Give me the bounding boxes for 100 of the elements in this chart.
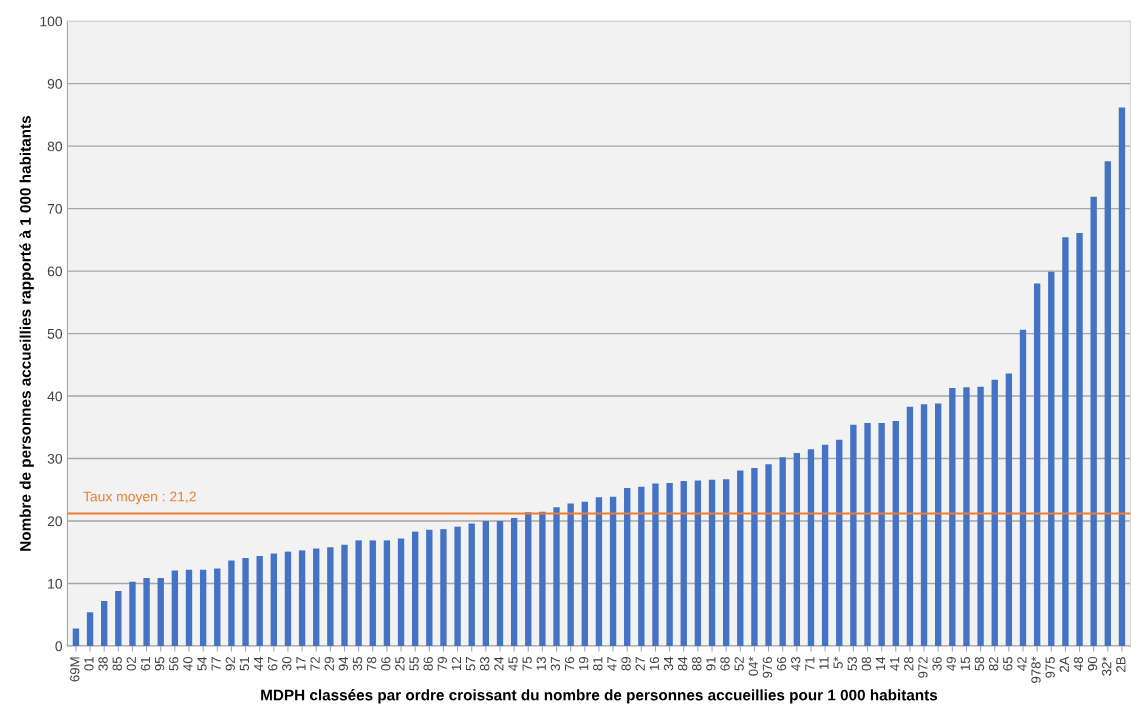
bar: [694, 480, 702, 646]
bar: [1090, 196, 1097, 646]
bar: [1019, 329, 1027, 646]
x-tick-label: 65: [1003, 656, 1013, 671]
x-tick-label: 47: [607, 657, 617, 671]
bar: [821, 444, 829, 646]
bar: [313, 548, 320, 646]
x-tick-label: 76: [564, 656, 575, 671]
bar: [426, 529, 433, 646]
x-tick-label: 44: [254, 656, 264, 671]
bar: [680, 481, 687, 646]
x-tick-label: 90: [1087, 656, 1098, 671]
bar: [185, 569, 193, 646]
bar: [609, 496, 617, 646]
y-tick-label: 0: [55, 641, 63, 652]
bar: [327, 547, 334, 646]
bar: [793, 452, 801, 646]
x-tick-label: 08: [861, 656, 872, 671]
y-tick-label: 20: [47, 516, 63, 527]
bar: [553, 507, 560, 646]
x-tick-label: 25: [395, 656, 405, 671]
x-tick-label: 95: [154, 656, 165, 671]
bar: [595, 497, 603, 646]
bar: [397, 538, 405, 646]
y-tick-label: 100: [40, 16, 63, 27]
x-tick-label: 5*: [833, 656, 843, 669]
x-tick-label: 67: [268, 657, 278, 671]
bar: [1076, 232, 1083, 646]
bar: [892, 421, 899, 646]
bar: [737, 470, 744, 646]
bar: [383, 540, 391, 646]
x-tick-label: 89: [621, 657, 631, 671]
x-tick-label: 45: [508, 656, 518, 671]
bar: [1104, 161, 1111, 646]
x-tick-label: 94: [338, 656, 349, 671]
bar: [977, 386, 984, 646]
x-axis-title: MDPH classées par ordre croissant du nombre de personnes accueillies pour 1 000 habitants: [261, 689, 938, 704]
x-tick-label: 976: [762, 656, 773, 678]
bar: [199, 569, 207, 646]
bar: [214, 568, 221, 646]
bar: [171, 570, 179, 646]
x-tick-label: 72: [310, 657, 320, 671]
bar: [1048, 271, 1055, 646]
x-tick-label: 36: [932, 656, 942, 671]
bar: [624, 487, 631, 646]
x-tick-label: 51: [239, 657, 250, 671]
x-tick-label: 56: [169, 656, 179, 671]
bar: [638, 486, 645, 646]
x-tick-label: 972: [918, 657, 928, 678]
x-tick-label: 55: [409, 656, 419, 671]
x-tick-label: 41: [890, 657, 900, 671]
y-tick-label: 50: [47, 328, 63, 339]
x-tick-label: 86: [423, 656, 433, 671]
x-tick-label: 12: [451, 657, 461, 671]
bar: [751, 467, 758, 646]
x-tick-label: 71: [805, 657, 815, 671]
x-tick-label: 43: [791, 656, 801, 671]
y-tick-label: 70: [47, 203, 63, 214]
x-tick-label: 83: [480, 656, 490, 671]
bar: [242, 557, 249, 646]
bar: [779, 457, 786, 646]
x-tick-label: 35: [352, 656, 363, 671]
x-tick-label: 84: [677, 656, 688, 671]
x-tick-label: 69M: [70, 657, 80, 682]
x-tick-label: 58: [974, 656, 985, 671]
x-tick-label: 57: [466, 657, 476, 671]
bar: [496, 521, 504, 646]
bar: [454, 526, 461, 646]
x-tick-label: 66: [776, 656, 787, 671]
x-tick-label: 29: [324, 657, 334, 671]
x-tick-label: 49: [946, 657, 956, 671]
bar: [143, 577, 150, 646]
x-tick-label: 19: [579, 657, 589, 671]
bar: [991, 379, 998, 646]
bar: [440, 529, 447, 646]
x-tick-label: 06: [381, 656, 391, 671]
y-tick-label: 90: [47, 79, 63, 89]
x-tick-label: 28: [904, 656, 914, 671]
bar: [256, 556, 263, 646]
bar: [355, 540, 362, 646]
x-tick-label: 92: [225, 657, 235, 671]
bar: [765, 464, 772, 646]
x-tick-label: 04*: [748, 656, 758, 676]
x-tick-label: 78: [366, 656, 377, 671]
ref-line-label: Taux moyen : 21,2: [83, 491, 196, 505]
bar: [1118, 107, 1126, 646]
bar: [708, 479, 716, 646]
bar: [963, 387, 970, 646]
bar: [101, 601, 108, 646]
x-tick-label: 75: [522, 656, 532, 671]
x-tick-label: 91: [706, 657, 716, 671]
x-tick-label: 02: [126, 657, 136, 671]
y-tick-label: 10: [48, 578, 63, 589]
x-tick-label: 14: [875, 656, 886, 671]
x-tick-label: 82: [988, 657, 999, 671]
x-tick-label: 32*: [1102, 656, 1112, 676]
x-tick-label: 978*: [1031, 656, 1041, 683]
bar: [836, 439, 843, 646]
bar: [341, 544, 348, 646]
bar: [228, 560, 235, 646]
